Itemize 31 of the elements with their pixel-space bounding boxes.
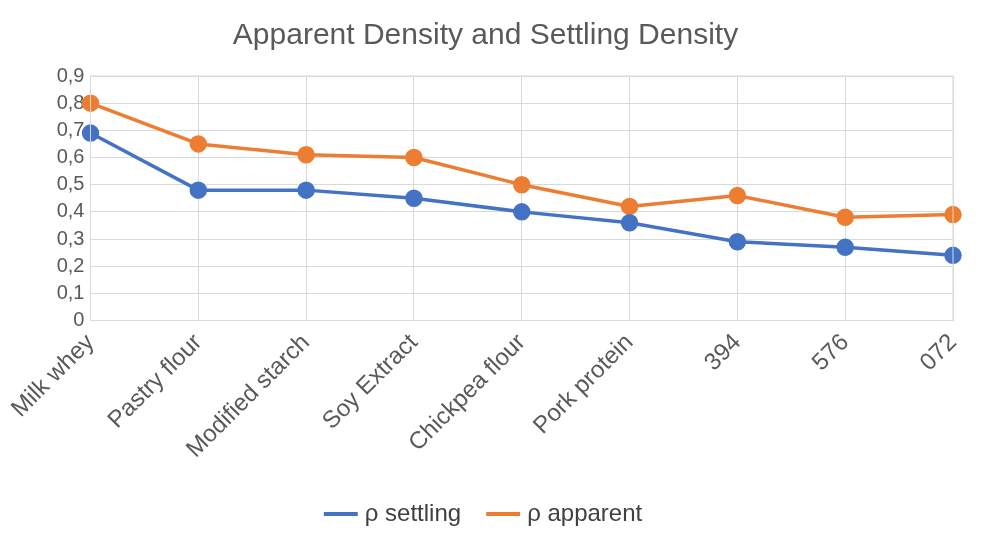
- y-tick-label: 0,9: [56, 63, 85, 86]
- legend-label: ρ apparent: [527, 498, 643, 526]
- y-tick-label: 0,7: [56, 117, 85, 140]
- y-tick-label: 0,4: [56, 199, 85, 222]
- point: [81, 94, 100, 112]
- chart-title: Apparent Density and Settling Density: [232, 17, 739, 51]
- legend-label: ρ settling: [364, 498, 462, 526]
- point: [728, 186, 747, 205]
- point: [189, 135, 208, 153]
- y-tick-label: 0: [73, 308, 85, 331]
- point: [189, 181, 208, 199]
- point: [836, 208, 854, 227]
- y-tick-label: 0,2: [56, 253, 85, 276]
- y-tick-label: 0,5: [56, 172, 85, 195]
- point: [620, 197, 639, 216]
- y-tick-label: 0,1: [56, 280, 85, 303]
- y-tick-label: 0,8: [56, 90, 85, 113]
- point: [297, 146, 315, 164]
- point: [513, 203, 531, 221]
- point: [297, 181, 315, 199]
- point: [405, 148, 423, 167]
- x-tick-label: 576: [806, 327, 854, 376]
- point: [836, 238, 854, 256]
- point: [620, 213, 639, 232]
- y-tick-label: 0,3: [56, 226, 85, 249]
- x-tick-label: 072: [913, 327, 962, 376]
- y-tick-label: 0,6: [56, 145, 85, 168]
- point: [513, 175, 531, 194]
- point: [728, 233, 747, 251]
- point: [405, 189, 423, 208]
- x-tick-label: 394: [698, 327, 746, 376]
